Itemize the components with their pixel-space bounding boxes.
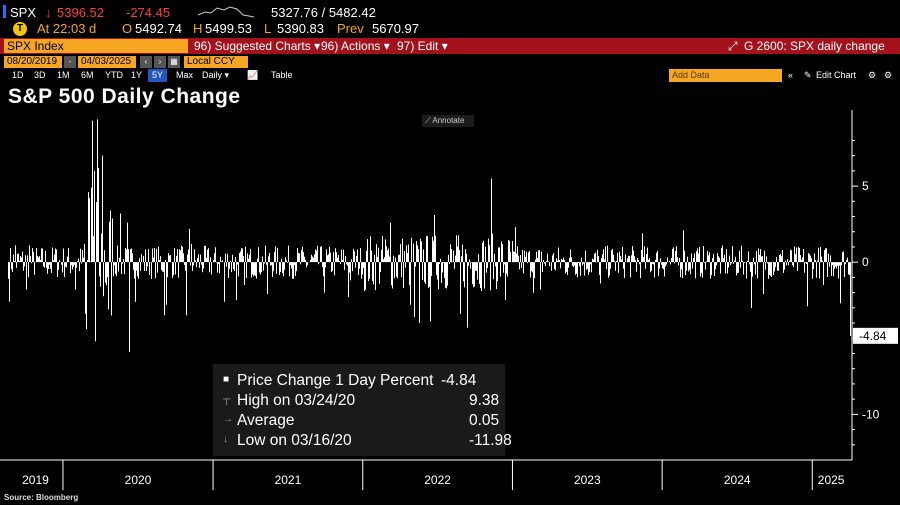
legend-label: Low on 03/16/20 — [237, 432, 352, 449]
legend-marker: ┬ — [223, 394, 231, 405]
open-value: 5492.74 — [135, 21, 182, 36]
last-time: At 22:03 d — [37, 21, 97, 36]
legend-value: -4.84 — [441, 372, 477, 389]
open-label: O — [122, 21, 133, 36]
add-data-input[interactable]: Add Data — [669, 69, 782, 82]
legend-label: Price Change 1 Day Percent — [237, 372, 434, 389]
legend-value: -11.98 — [469, 432, 512, 449]
last-value-tag — [853, 327, 898, 344]
ticker-detail-bar: T At 22:03 d O 5492.74 H 5499.53 L 5390.… — [0, 20, 900, 38]
high-value: 5499.53 — [205, 21, 252, 36]
ticker-bar: SPX ↓ 5396.52 -274.45 5327.76 / 5482.42 — [0, 0, 900, 22]
range-button-1y[interactable]: 1Y — [131, 70, 143, 80]
legend-value: 9.38 — [469, 392, 500, 409]
share-icon[interactable]: ⤢ — [728, 39, 738, 53]
y-tick-label: -10 — [862, 407, 880, 421]
suggested-charts-menu[interactable]: 96) Suggested Charts ▾ — [194, 39, 321, 53]
range-button-5y[interactable]: 5Y — [148, 69, 168, 82]
security-field[interactable]: SPX Index — [4, 39, 188, 53]
y-tick-label: 5 — [862, 179, 869, 193]
high-label: H — [193, 21, 203, 36]
range-button-max[interactable]: Max — [176, 70, 194, 80]
low-label: L — [264, 21, 272, 36]
legend-marker: ■ — [223, 374, 230, 385]
legend-value: 0.05 — [469, 412, 500, 429]
actions-menu[interactable]: 96) Actions ▾ — [321, 39, 390, 53]
chevron-right-icon[interactable]: › — [154, 56, 166, 68]
chart-title: S&P 500 Daily Change — [8, 85, 241, 108]
low-value: 5390.83 — [277, 21, 324, 36]
edit-menu[interactable]: 97) Edit ▾ — [397, 39, 448, 53]
function-menu-bar: SPX Index 96) Suggested Charts ▾ 96) Act… — [0, 38, 900, 54]
settings-icon[interactable]: ⚙ — [884, 70, 893, 80]
chart-title-label: G 2600: SPX daily change — [744, 39, 885, 53]
tab-blue-indicator — [3, 5, 6, 18]
net-change: -274.45 — [126, 5, 171, 20]
last-price: 5396.52 — [57, 5, 104, 20]
trading-status-icon: T — [13, 22, 27, 36]
x-tick-label: 2021 — [275, 473, 302, 487]
calendar-icon[interactable]: ▦ — [168, 56, 180, 68]
annotate-button[interactable]: ⟋ Annotate — [422, 115, 474, 127]
settings-icon[interactable]: ⚙ — [868, 70, 877, 80]
source-note: Source: Bloomberg — [4, 493, 79, 502]
table-tab[interactable]: Table — [271, 70, 293, 80]
x-tick-label: 2020 — [125, 473, 152, 487]
date-range-bar: 08/20/2019 - 04/03/2025 ‹ › ▦ Local CCY — [0, 55, 900, 69]
range-bar: 1D 3D 1M 6M YTD 1Y 5Y Max Daily ▾ 📈 Table Add D… — [0, 69, 900, 82]
y-tick-label: 0 — [862, 255, 869, 269]
wrench-icon[interactable]: ✎ — [804, 70, 812, 80]
chart-type-icon[interactable]: 📈 — [247, 70, 259, 80]
axes: 5 0 -10 -4.84 2019 2020 2021 2022 2023 2024 2025 — [0, 110, 898, 490]
chart-area[interactable]: 5 0 -10 -4.84 2019 2020 2021 2022 2023 2024 2025 — [0, 110, 900, 505]
ticker-symbol[interactable]: SPX — [10, 5, 37, 20]
edit-chart-button[interactable]: Edit Chart — [816, 70, 857, 80]
chart-legend: ■ Price Change 1 Day Percent -4.84 ┬ High on… — [213, 364, 512, 456]
range-button-6m[interactable]: 6M — [81, 70, 94, 80]
annotate-label: Annotate — [432, 116, 465, 125]
prev-label: Prev — [337, 21, 364, 36]
range-button-1d[interactable]: 1D — [12, 70, 24, 80]
currency-select[interactable]: Local CCY — [184, 56, 248, 68]
x-tick-label: 2025 — [818, 473, 845, 487]
frequency-select[interactable]: Daily ▾ — [202, 70, 230, 80]
sparkline-icon — [197, 3, 255, 22]
prev-value: 5670.97 — [372, 21, 419, 36]
down-arrow-icon: ↓ — [45, 5, 52, 20]
legend-marker: → — [223, 414, 233, 425]
range-button-1m[interactable]: 1M — [57, 70, 70, 80]
legend-label: High on 03/24/20 — [237, 392, 356, 409]
range-button-3d[interactable]: 3D — [34, 70, 46, 80]
range-button-ytd[interactable]: YTD — [105, 70, 123, 80]
date-separator: - — [64, 56, 76, 68]
x-tick-label: 2019 — [22, 473, 49, 487]
x-tick-label: 2022 — [424, 473, 451, 487]
start-date-input[interactable]: 08/20/2019 — [4, 56, 62, 68]
chevron-left-icon[interactable]: ‹ — [140, 56, 152, 68]
day-range: 5327.76 / 5482.42 — [271, 5, 376, 20]
bar-series — [8, 119, 851, 352]
x-tick-label: 2024 — [724, 473, 751, 487]
legend-label: Average — [237, 412, 295, 429]
end-date-input[interactable]: 04/03/2025 — [78, 56, 136, 68]
last-value-label: -4.84 — [859, 329, 887, 343]
x-tick-label: 2023 — [574, 473, 601, 487]
collapse-icon[interactable]: « — [788, 70, 794, 80]
legend-marker: ↓ — [223, 434, 228, 445]
